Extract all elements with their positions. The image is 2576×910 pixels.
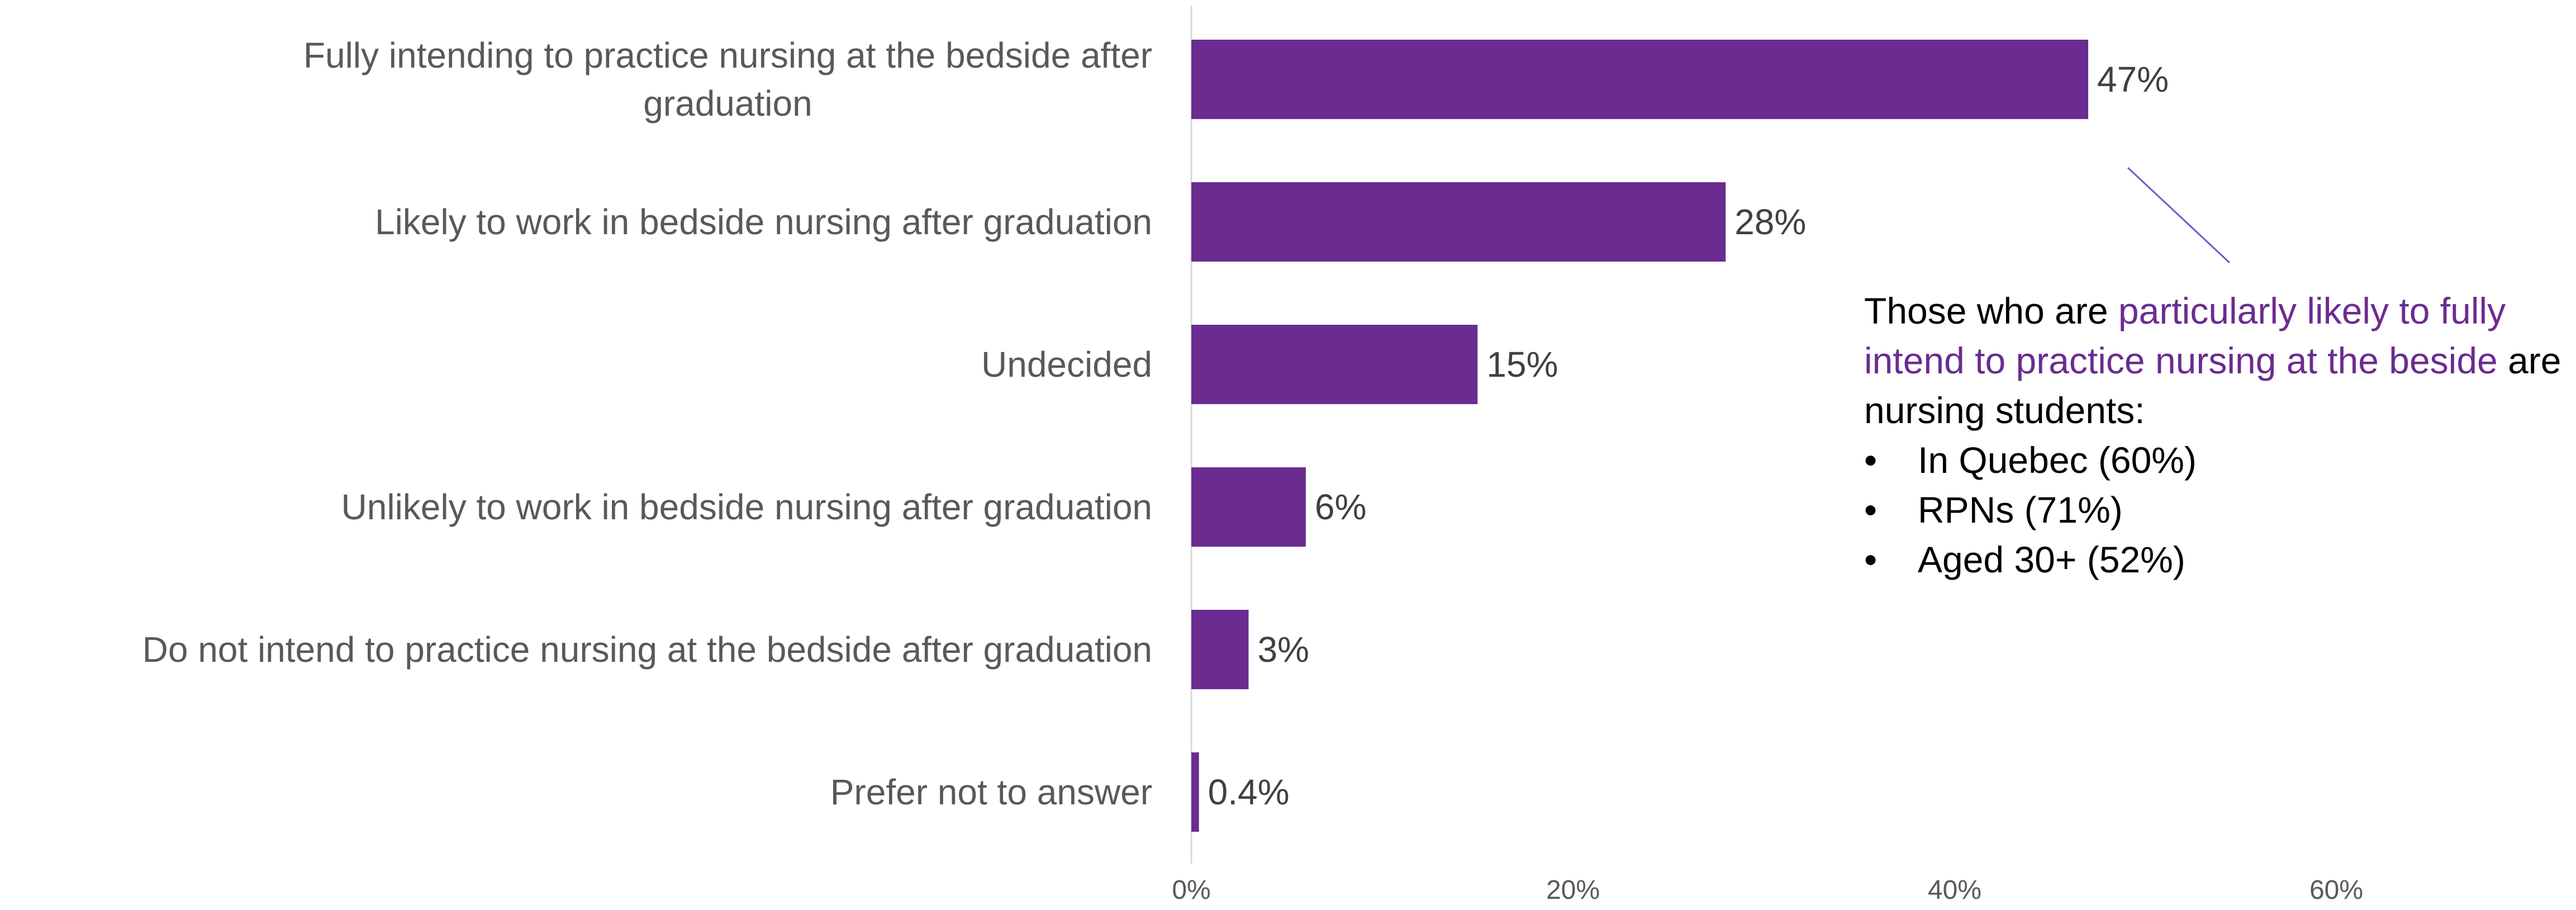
bar (1191, 610, 1249, 689)
category-label: Likely to work in bedside nursing after … (375, 202, 1152, 242)
bar (1191, 40, 2089, 119)
data-label: 47% (2097, 59, 2169, 99)
bar (1191, 325, 1478, 404)
annotation-text: Those who are particularly likely to ful… (1864, 286, 2574, 435)
annotation-bullet-list: • In Quebec (60%) • RPNs (71%) • Aged 30+ (… (1864, 435, 2574, 585)
bullet-text: Aged 30+ (52%) (1918, 539, 2185, 580)
data-label: 3% (1257, 629, 1309, 670)
bullet-text: RPNs (71%) (1918, 489, 2123, 530)
bars-group (1191, 40, 2089, 832)
x-tick-label: 0% (1172, 875, 1210, 905)
category-label-line: Unlikely to work in bedside nursing afte… (341, 487, 1152, 527)
category-label-line: Likely to work in bedside nursing after … (375, 202, 1152, 242)
category-label: Fully intending to practice nursing at t… (303, 35, 1152, 124)
category-label: Prefer not to answer (830, 772, 1152, 812)
bar (1191, 467, 1306, 547)
data-labels-group: 47% 28% 15% 6% 3% 0.4% (1208, 59, 2169, 812)
annotation-bullet-item: • Aged 30+ (52%) (1864, 535, 2574, 585)
annotation-leader-line (2127, 167, 2231, 264)
category-label-line: Prefer not to answer (830, 772, 1152, 812)
bullet-marker: • (1864, 489, 1878, 530)
category-label: Unlikely to work in bedside nursing afte… (341, 487, 1152, 527)
data-label: 0.4% (1208, 772, 1290, 812)
category-label-line: graduation (643, 83, 812, 124)
annotation-lead: Those who are (1864, 290, 2118, 331)
annotation-bullet-item: • In Quebec (60%) (1864, 435, 2574, 485)
annotation-callout: Those who are particularly likely to ful… (1864, 286, 2574, 585)
category-label: Do not intend to practice nursing at the… (142, 629, 1152, 670)
bullet-text: In Quebec (60%) (1918, 439, 2197, 481)
bar (1191, 182, 1726, 262)
category-label-line: Undecided (981, 344, 1152, 385)
data-label: 6% (1315, 487, 1367, 527)
x-tick-label: 60% (2309, 875, 2363, 905)
annotation-bullet-item: • RPNs (71%) (1864, 485, 2574, 535)
data-label: 15% (1486, 344, 1558, 385)
bullet-marker: • (1864, 439, 1878, 481)
category-labels-group: Fully intending to practice nursing at t… (142, 35, 1152, 812)
x-axis-tick-labels-group: 0% 20% 40% 60% (1172, 875, 2363, 905)
data-label: 28% (1734, 202, 1806, 242)
bullet-marker: • (1864, 539, 1878, 580)
annotation-tail: are nursing students: (1864, 340, 2561, 431)
x-tick-label: 40% (1928, 875, 1981, 905)
category-label-line: Fully intending to practice nursing at t… (303, 35, 1152, 75)
annotation-highlight: particularly likely to fully intend to p… (1864, 290, 2506, 381)
category-label-line: Do not intend to practice nursing at the… (142, 629, 1152, 670)
bar (1191, 752, 1199, 832)
category-label: Undecided (981, 344, 1152, 385)
x-tick-label: 20% (1546, 875, 1600, 905)
